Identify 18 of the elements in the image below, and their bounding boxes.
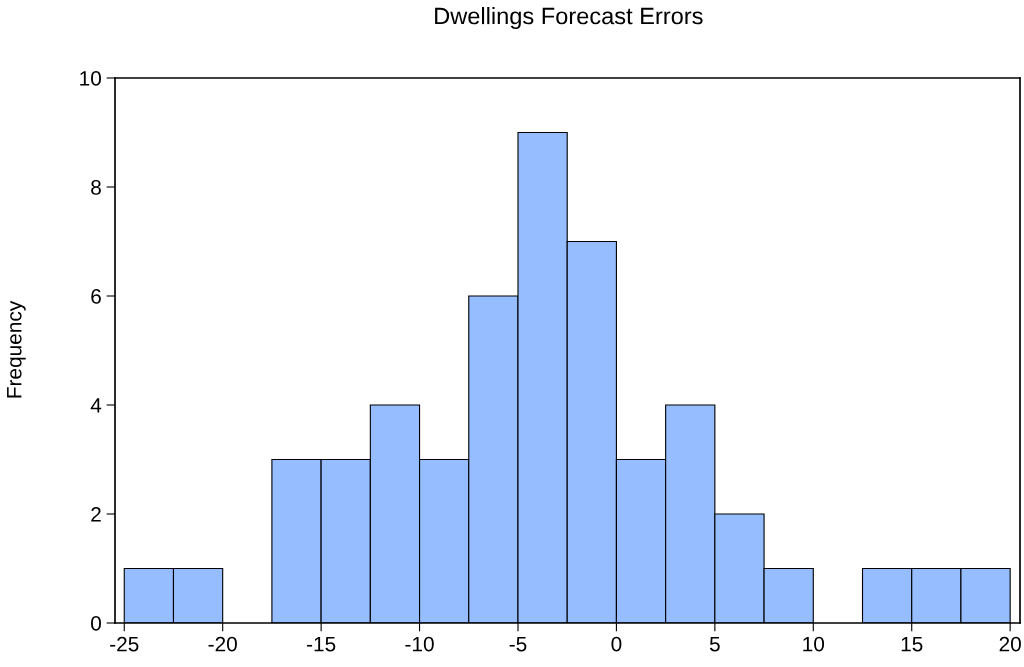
y-tick-label: 8	[91, 180, 101, 195]
y-tick-label: 10	[80, 71, 101, 86]
x-tick-label: -20	[208, 636, 237, 652]
x-tick-label: 20	[999, 636, 1021, 652]
y-axis-title: Frequency	[7, 300, 26, 398]
x-tick-label: 15	[901, 636, 923, 652]
x-tick-label: 5	[709, 636, 720, 652]
x-tick-label: -10	[405, 636, 434, 652]
x-tick-label: 0	[611, 636, 622, 652]
y-tick-label: 0	[91, 616, 101, 631]
y-tick-label: 6	[91, 289, 101, 304]
chart-title: Dwellings Forecast Errors	[435, 7, 703, 30]
x-tick-label: -5	[509, 636, 527, 652]
x-tick-label: -15	[306, 636, 336, 652]
x-tick-label: -25	[110, 636, 139, 652]
y-tick-label: 4	[90, 398, 102, 413]
y-tick-label: 2	[91, 507, 101, 522]
x-tick-label: 10	[803, 636, 825, 652]
